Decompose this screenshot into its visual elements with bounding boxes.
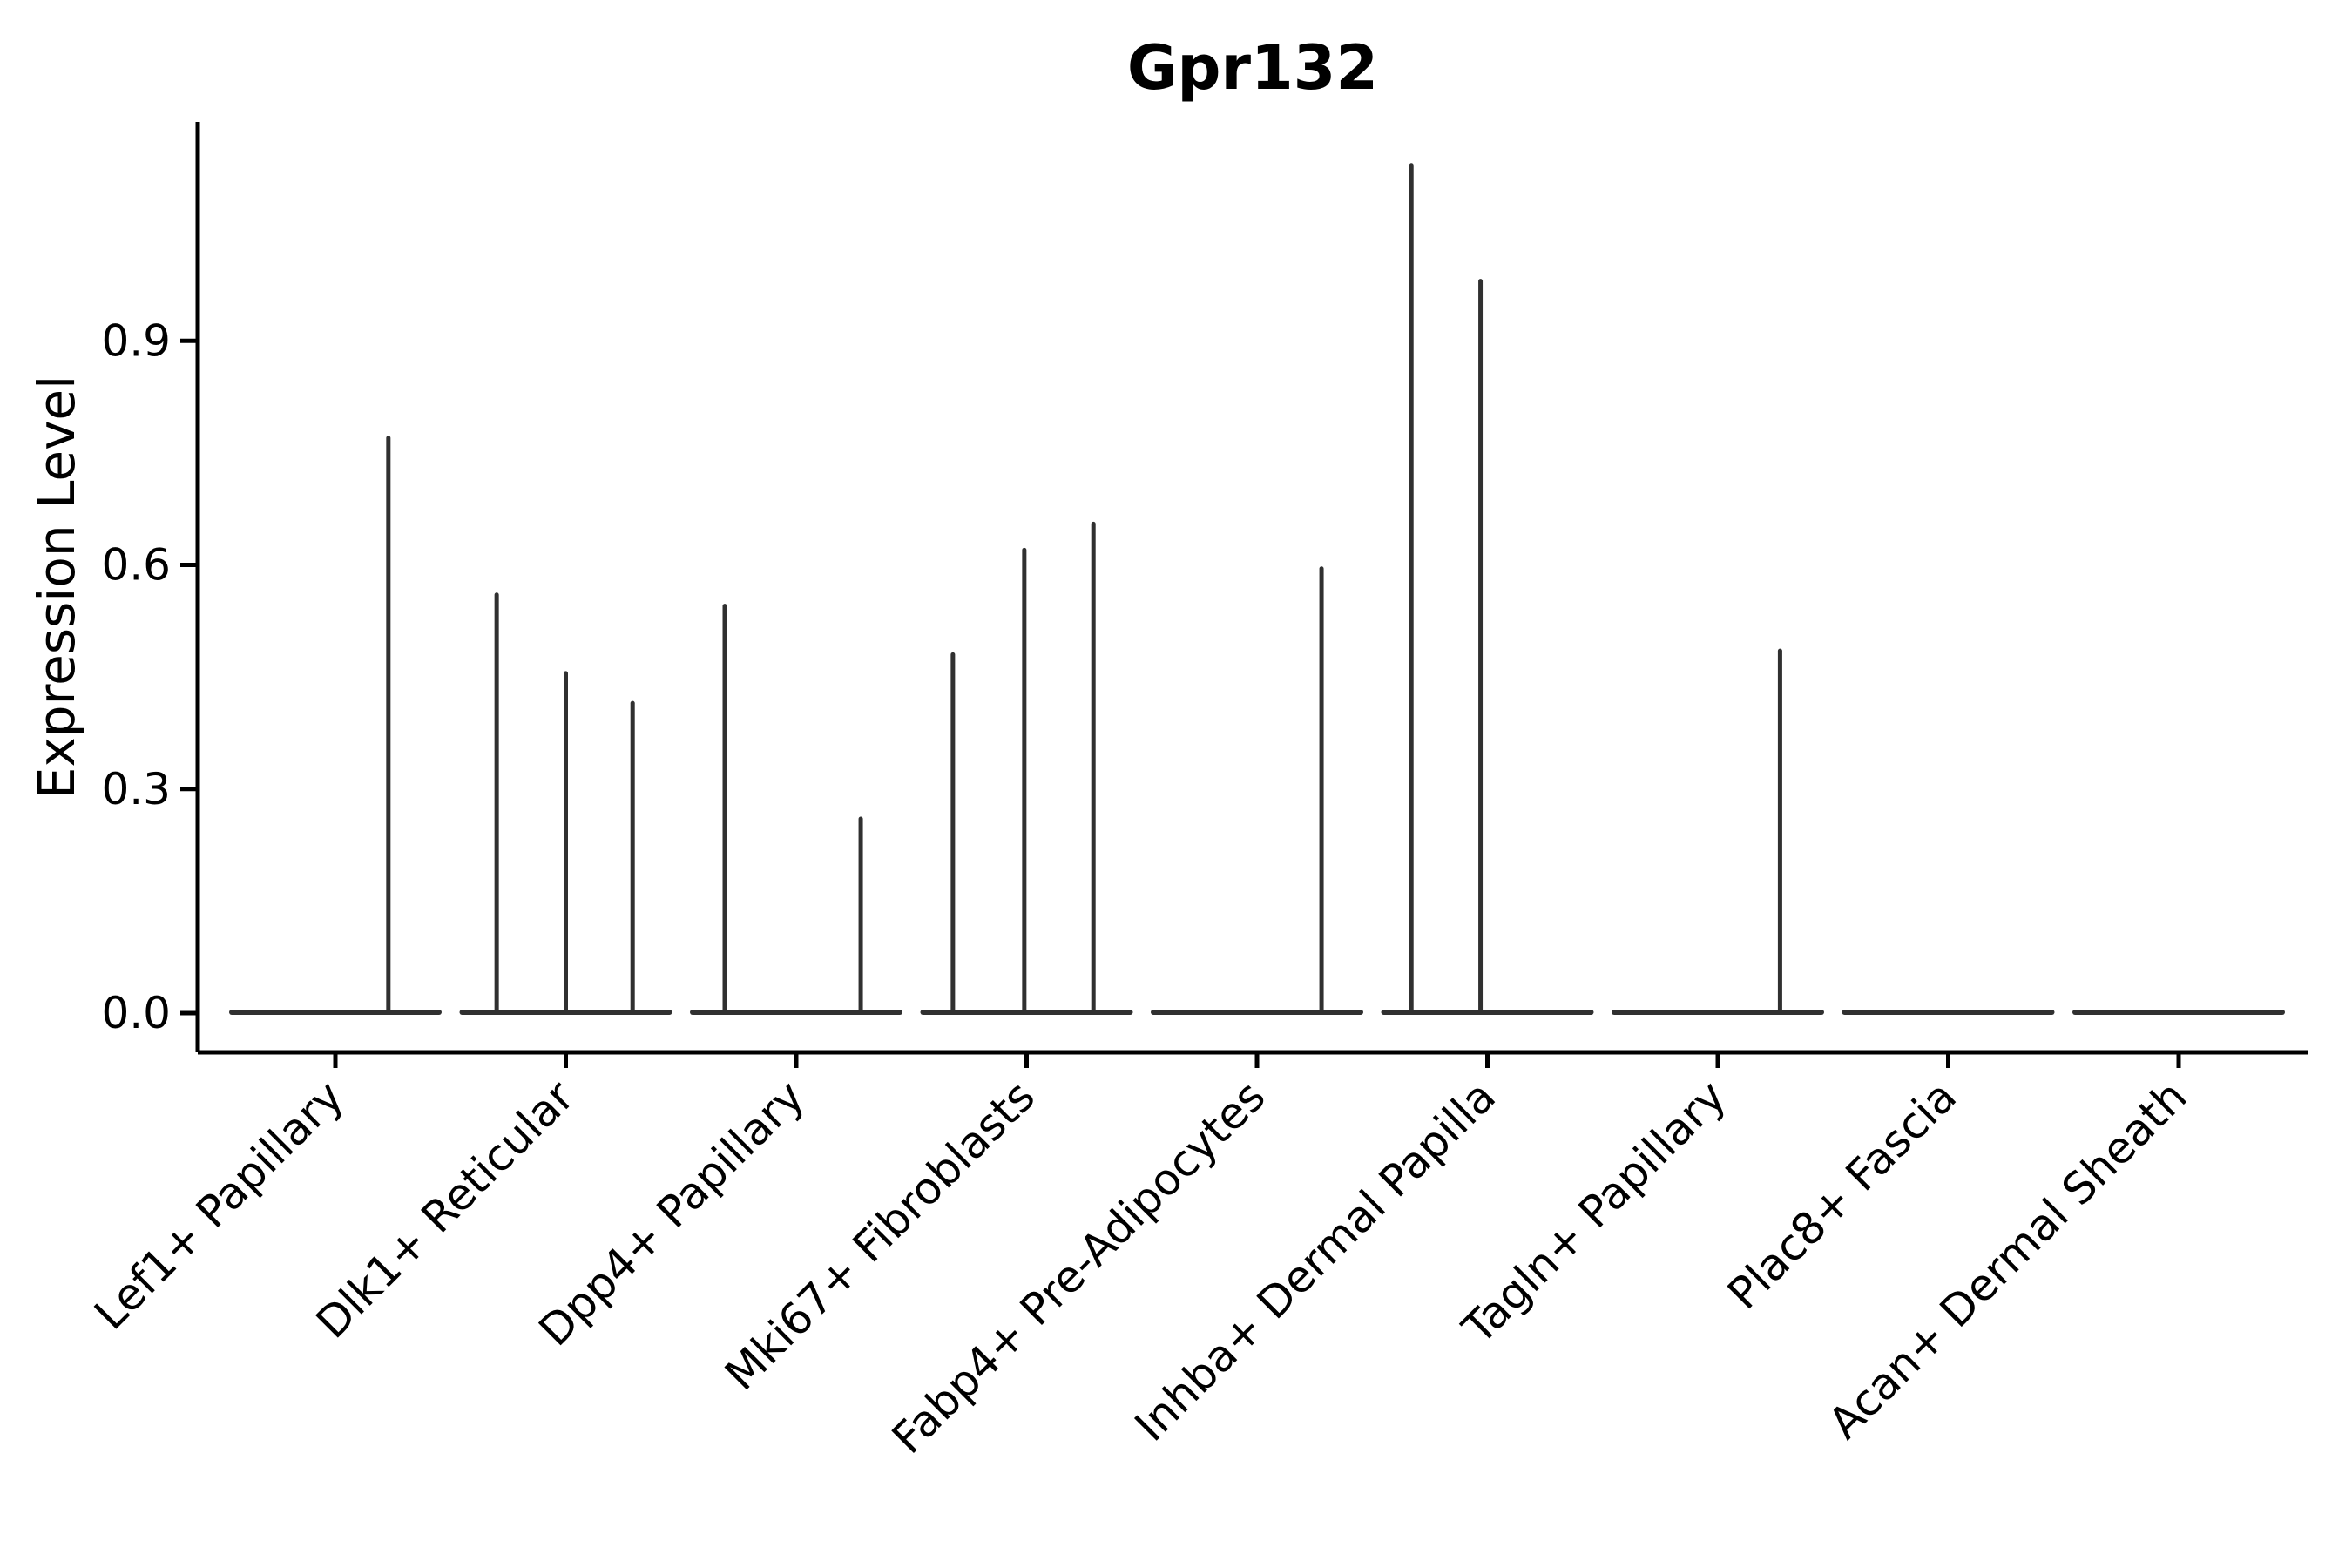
y-tick-label: 0.0	[101, 988, 171, 1038]
x-tick-label: Fabp4+ Pre-Adipocytes	[882, 1071, 1275, 1463]
violin	[1381, 163, 1594, 1015]
y-axis-label: Expression Level	[27, 375, 86, 799]
y-tick-label: 0.6	[101, 540, 171, 591]
violin	[920, 521, 1133, 1015]
x-tick-label: Plac8+ Fascia	[1718, 1071, 1966, 1319]
violin	[459, 592, 672, 1015]
violin	[690, 604, 902, 1015]
y-tick-label: 0.3	[101, 764, 171, 814]
violin	[1151, 566, 1363, 1015]
x-tick-label: Lef1+ Papillary	[84, 1071, 353, 1339]
violins	[229, 163, 2285, 1015]
x-ticks	[333, 1052, 2181, 1068]
y-axis: 0.0 0.3 0.6 0.9	[101, 122, 200, 1052]
y-ticks: 0.0 0.3 0.6 0.9	[101, 315, 198, 1038]
violin	[229, 436, 442, 1015]
y-tick-label: 0.9	[101, 315, 171, 366]
chart-title: Gpr132	[1127, 32, 1378, 104]
violin	[1612, 648, 1824, 1015]
